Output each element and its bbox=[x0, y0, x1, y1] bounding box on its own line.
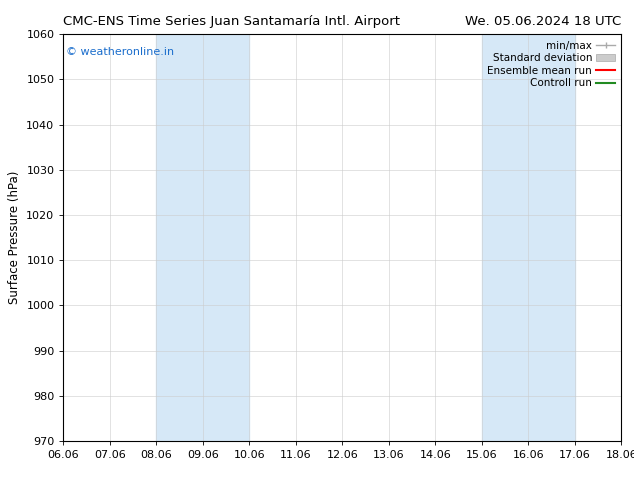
Text: CMC-ENS Time Series Juan Santamaría Intl. Airport: CMC-ENS Time Series Juan Santamaría Intl… bbox=[63, 15, 401, 28]
Text: We. 05.06.2024 18 UTC: We. 05.06.2024 18 UTC bbox=[465, 15, 621, 28]
Bar bbox=[157, 34, 249, 441]
Text: © weatheronline.in: © weatheronline.in bbox=[66, 47, 174, 56]
Y-axis label: Surface Pressure (hPa): Surface Pressure (hPa) bbox=[8, 171, 21, 304]
Bar bbox=[482, 34, 575, 441]
Legend: min/max, Standard deviation, Ensemble mean run, Controll run: min/max, Standard deviation, Ensemble me… bbox=[484, 37, 618, 92]
